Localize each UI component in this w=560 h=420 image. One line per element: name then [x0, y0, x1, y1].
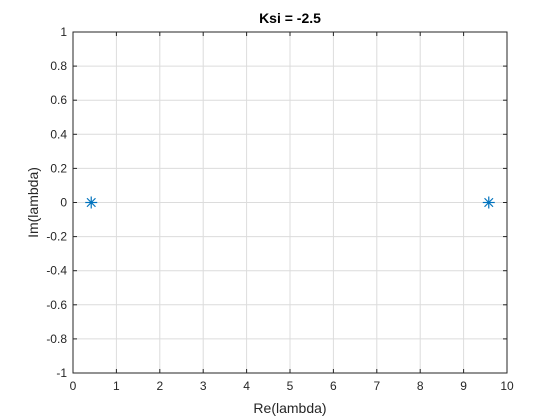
x-tick-label: 5 — [287, 379, 294, 393]
y-tick-label: 0.8 — [50, 59, 67, 73]
y-tick-label: -0.6 — [46, 298, 67, 312]
x-tick-label: 1 — [113, 379, 120, 393]
x-tick-label: 6 — [330, 379, 337, 393]
data-point — [482, 196, 495, 209]
chart-title: Ksi = -2.5 — [259, 10, 321, 26]
y-tick-label: 0.4 — [50, 127, 67, 141]
y-tick-label: 1 — [60, 25, 67, 39]
x-tick-label: 8 — [417, 379, 424, 393]
x-tick-label: 0 — [70, 379, 77, 393]
y-tick-label: 0 — [60, 196, 67, 210]
y-tick-label: -0.8 — [46, 332, 67, 346]
y-tick-label: 0.6 — [50, 93, 67, 107]
x-tick-label: 9 — [460, 379, 467, 393]
y-tick-label: -0.2 — [46, 230, 67, 244]
x-tick-label: 4 — [243, 379, 250, 393]
x-tick-label: 7 — [373, 379, 380, 393]
data-point — [85, 196, 98, 209]
x-axis-label: Re(lambda) — [253, 400, 326, 416]
y-axis-label: Im(lambda) — [25, 167, 41, 238]
y-tick-label: -1 — [56, 366, 67, 380]
x-tick-label: 10 — [500, 379, 514, 393]
x-tick-label: 2 — [156, 379, 163, 393]
y-tick-label: 0.2 — [50, 161, 67, 175]
ticks: 0 1 2 3 4 5 6 7 8 9 10 -1 -0.8 -0.6 -0.4 -0.2 0 0.2 0.4 0.6… — [46, 25, 514, 393]
grid — [73, 32, 507, 373]
data-points — [85, 196, 495, 209]
x-tick-label: 3 — [200, 379, 207, 393]
y-tick-label: -0.4 — [46, 264, 67, 278]
